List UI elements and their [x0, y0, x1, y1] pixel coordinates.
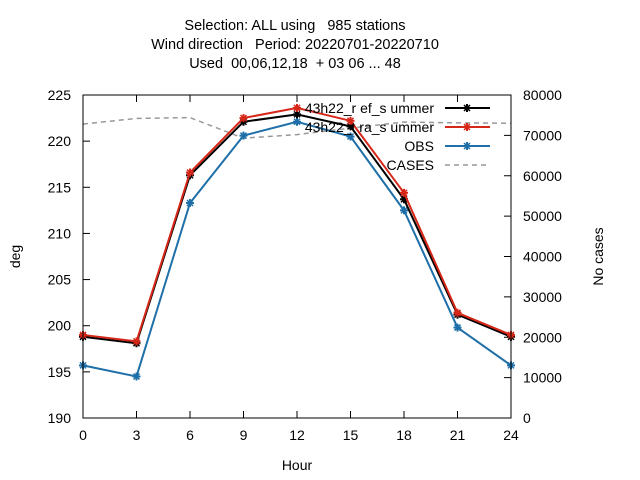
legend-label: 43h22_r ef_s ummer	[305, 100, 435, 116]
legend: 43h22_r ef_s ummer 43h22_t ra_s ummer OBS C…	[305, 100, 490, 173]
data-point-43h22-tra-summer	[293, 103, 301, 112]
x-tick-label: 24	[503, 427, 519, 443]
series-obs	[79, 117, 515, 381]
x-tick-label: 9	[240, 427, 248, 443]
y2-tick-label: 20000	[523, 329, 562, 345]
legend-item-obs: OBS	[404, 138, 490, 154]
legend-item-43h22-tra-summer: 43h22_t ra_s ummer	[305, 119, 490, 135]
y-tick-label: 215	[48, 179, 72, 195]
x-tick-label: 0	[79, 427, 87, 443]
legend-marker	[463, 142, 471, 150]
series-line-cases	[82, 116, 512, 139]
data-point-43h22-tra-summer	[400, 188, 408, 197]
y2-tick-label: 50000	[523, 208, 562, 224]
plot-frame	[82, 94, 512, 419]
y2-tick-label: 30000	[523, 289, 562, 305]
legend-label: CASES	[387, 157, 434, 173]
legend-item-cases: CASES	[387, 157, 490, 173]
y-tick-label: 220	[48, 133, 72, 149]
data-point-obs	[453, 323, 462, 332]
x-tick-label: 12	[289, 427, 305, 443]
legend-label: 43h22_t ra_s ummer	[305, 119, 435, 135]
y2-tick-label: 70000	[523, 127, 562, 143]
y-tick-label: 225	[48, 87, 72, 103]
data-point-obs	[186, 198, 194, 207]
x-tick-label: 6	[186, 427, 194, 443]
data-point-43h22-tra-summer	[239, 114, 248, 123]
legend-marker	[463, 123, 471, 131]
data-point-43h22-tra-summer	[346, 116, 355, 125]
data-point-43h22-tra-summer	[453, 308, 462, 317]
y-tick-label: 195	[48, 364, 72, 380]
y-tick-label: 190	[48, 410, 72, 426]
y-tick-label: 200	[48, 318, 72, 334]
y-tick-label: 205	[48, 272, 72, 288]
x-axis-label: Hour	[282, 457, 313, 473]
y2-tick-label: 40000	[523, 249, 562, 265]
y2-tick-labels: 0 10000 20000 30000 40000 50000 60000 70000 8000…	[523, 87, 562, 426]
x-tick-labels: 0 3 6 9 12 15 18 21 24	[79, 427, 519, 443]
x-tick-label: 3	[133, 427, 141, 443]
legend-label: OBS	[404, 138, 434, 154]
data-point-43h22-tra-summer	[132, 337, 141, 346]
data-point-obs	[400, 206, 408, 215]
y2-tick-label: 0	[523, 410, 531, 426]
y2-tick-label: 80000	[523, 87, 562, 103]
x-tick-label: 18	[396, 427, 412, 443]
data-point-43h22-tra-summer	[186, 168, 194, 177]
data-point-obs	[346, 132, 355, 141]
data-point-obs	[132, 372, 141, 381]
data-point-obs	[293, 117, 301, 126]
y2-tick-label: 60000	[523, 168, 562, 184]
y-axis-label: deg	[7, 245, 23, 268]
y2-axis-label: No cases	[590, 227, 606, 285]
series-line-obs	[82, 120, 512, 378]
chart-title-line-1: Selection: ALL using 985 stations	[184, 18, 406, 34]
y2-tick-label: 10000	[523, 370, 562, 386]
series-cases	[82, 116, 512, 139]
chart-title-line-3: Used 00,06,12,18 + 03 06 ... 48	[189, 56, 401, 72]
legend-marker	[463, 104, 471, 112]
x-tick-label: 21	[450, 427, 466, 443]
chart-title-line-2: Wind direction Period: 20220701-20220710	[151, 37, 439, 53]
data-point-obs	[239, 131, 248, 140]
y-tick-labels: 190 195 200 205 210 215 220 225	[48, 87, 72, 426]
legend-item-43h22-ref-summer: 43h22_r ef_s ummer	[305, 100, 490, 116]
tick-marks	[82, 94, 512, 419]
x-tick-label: 15	[343, 427, 359, 443]
y-tick-label: 210	[48, 225, 72, 241]
